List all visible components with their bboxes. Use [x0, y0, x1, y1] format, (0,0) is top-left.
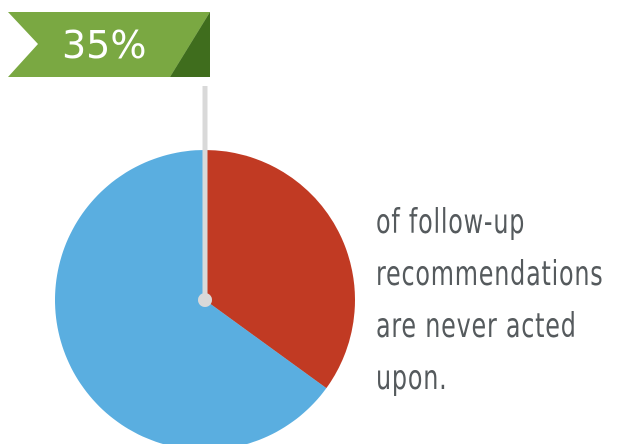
caption-line-1: of follow-up — [376, 202, 526, 242]
percentage-banner: 35% — [8, 12, 210, 77]
pie-chart — [55, 150, 356, 444]
caption-line-4: upon. — [376, 358, 448, 398]
pie-slice-1 — [205, 150, 356, 389]
banner-ribbon — [8, 12, 210, 77]
banner-percentage-label: 35% — [62, 23, 146, 67]
pie-slice-2 — [55, 150, 327, 444]
banner-ribbon-fold — [170, 12, 210, 77]
caption-line-2: recommendations — [376, 254, 604, 294]
pie-center-dot — [198, 293, 212, 307]
caption-line-3: are never acted — [376, 306, 577, 346]
chart-caption: of follow-up recommendations are never a… — [376, 196, 604, 404]
